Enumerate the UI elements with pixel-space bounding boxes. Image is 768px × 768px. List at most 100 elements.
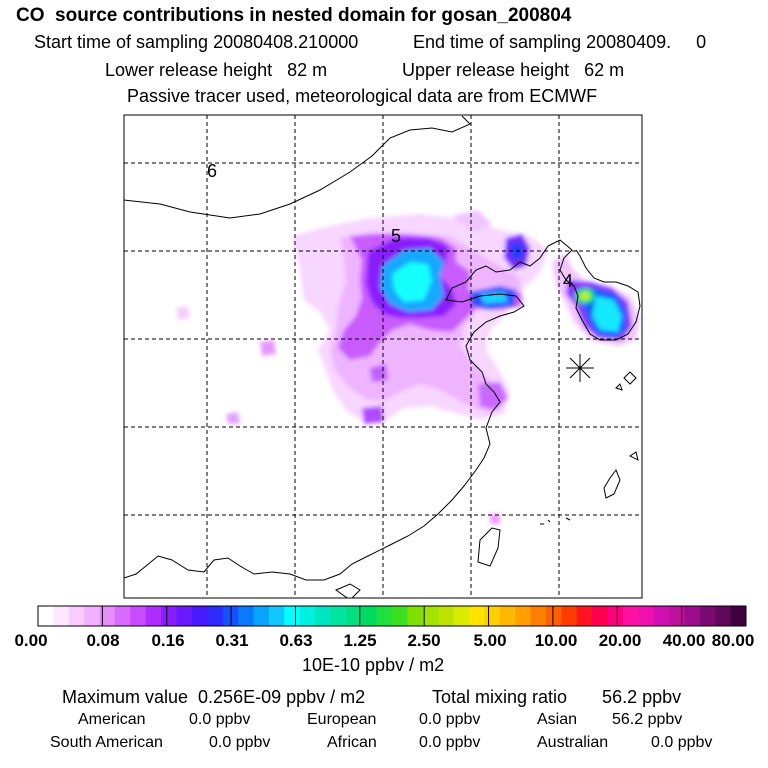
colorbar-segment (576, 606, 593, 626)
region-label-australian: Australian (537, 734, 609, 751)
south-patch (226, 412, 240, 424)
colorbar-segment (315, 606, 331, 626)
colorbar-segment (392, 606, 408, 626)
region-value-south-american: 0.0 ppbv (209, 734, 271, 751)
region-label-african: African (327, 734, 377, 751)
region-value-european: 0.0 ppbv (419, 711, 481, 728)
upper-release-height: Upper release height 62 m (402, 60, 625, 80)
region-label-asian: Asian (537, 711, 578, 728)
colorbar-unit: 10E-10 ppbv / m2 (302, 655, 445, 675)
total-mixing-ratio: Total mixing ratio 56.2 ppbv (432, 687, 682, 707)
colorbar-segment (607, 606, 624, 626)
region-value-african: 0.0 ppbv (419, 734, 481, 751)
region-label-american: American (78, 711, 146, 728)
shandong-core (480, 292, 508, 304)
colorbar-segment (84, 606, 101, 626)
colorbar-segment (422, 606, 439, 626)
central-patch (362, 406, 384, 424)
maximum-value: Maximum value 0.256E-09 ppbv / m2 (62, 687, 366, 707)
boundary-line-north (124, 115, 471, 219)
contour-label-6: 6 (207, 161, 217, 181)
colorbar-segment (407, 606, 424, 626)
colorbar-tick: 20.00 (598, 631, 642, 650)
colorbar-segment (161, 606, 178, 626)
colorbar-segment (622, 606, 639, 626)
colorbar-segment (99, 606, 116, 626)
hainan (334, 583, 361, 598)
colorbar-segment (438, 606, 455, 626)
colorbar-segment (145, 606, 162, 626)
receptor-marker (566, 354, 594, 382)
colorbar-segment (699, 606, 716, 626)
yangtze-patch (478, 382, 508, 410)
colorbar-tick: 0.00 (14, 631, 48, 650)
colorbar-frame (37, 605, 747, 627)
coastlines (124, 115, 641, 598)
colorbar-segment (545, 606, 562, 626)
small-islands (540, 517, 571, 525)
colorbar-segment (468, 606, 485, 626)
colorbar-tick: 0.08 (86, 631, 120, 650)
japan-islands (603, 371, 639, 499)
lower-release-height: Lower release height 82 m (105, 60, 328, 80)
colorbar-tick: 10.00 (534, 631, 578, 650)
region-label-south-american: South American (50, 734, 163, 751)
region-value-american: 0.0 ppbv (189, 711, 251, 728)
colorbar-segment (376, 606, 393, 626)
taiwan (477, 527, 501, 567)
map-frame (123, 114, 643, 599)
tracer-note: Passive tracer used, meteorological data… (127, 86, 598, 106)
china-coast (124, 239, 573, 581)
colorbar-segment (730, 606, 747, 626)
contour-label-4: 4 (563, 271, 573, 291)
colorbar-segment (345, 606, 362, 626)
taiwan-strait-patch (490, 514, 500, 524)
colorbar-segment (561, 606, 578, 626)
colorbar-segment (284, 606, 301, 626)
colorbar-segment (114, 606, 131, 626)
graticule (124, 115, 642, 598)
concentration-field (176, 210, 640, 524)
colorbar-segment (38, 606, 54, 626)
colorbar-segment (653, 606, 670, 626)
colorbar-tick: 1.25 (343, 631, 377, 650)
region-label-european: European (307, 711, 377, 728)
colorbar-segment (68, 606, 85, 626)
korea-coast (559, 249, 641, 341)
colorbar-segment (669, 606, 685, 626)
colorbar-segment (715, 606, 732, 626)
seoul-peak (580, 292, 590, 300)
chart-title: CO source contributions in nested domain… (16, 5, 572, 26)
colorbar (37, 605, 747, 627)
colorbar-segment (499, 606, 516, 626)
colorbar-tick: 0.16 (151, 631, 185, 650)
colorbar-segment (592, 606, 608, 626)
contour-label-5: 5 (391, 226, 401, 246)
colorbar-segment (130, 606, 147, 626)
colorbar-segment (361, 606, 378, 626)
west-patch-2 (260, 340, 276, 356)
colorbar-tick: 5.00 (473, 631, 507, 650)
start-time: Start time of sampling 20080408.210000 (34, 32, 359, 52)
colorbar-segment (530, 606, 547, 626)
colorbar-segment (207, 606, 224, 626)
colorbar-segment (238, 606, 254, 626)
colorbar-tick: 0.63 (279, 631, 313, 650)
colorbar-segment (268, 606, 285, 626)
region-value-asian: 56.2 ppbv (612, 711, 683, 728)
plume-peak (392, 262, 432, 302)
colorbar-segment (176, 606, 193, 626)
colorbar-segment (484, 606, 501, 626)
colorbar-segment (191, 606, 208, 626)
colorbar-segment (515, 606, 532, 626)
colorbar-tick: 80.00 (711, 631, 755, 650)
colorbar-segment (299, 606, 316, 626)
colorbar-tick: 40.00 (662, 631, 706, 650)
west-patch (176, 306, 190, 320)
colorbar-tick: 0.31 (215, 631, 249, 650)
colorbar-segment (330, 606, 347, 626)
korea-peak (592, 296, 622, 332)
northeast-halo (452, 210, 492, 232)
colorbar-segment (253, 606, 270, 626)
